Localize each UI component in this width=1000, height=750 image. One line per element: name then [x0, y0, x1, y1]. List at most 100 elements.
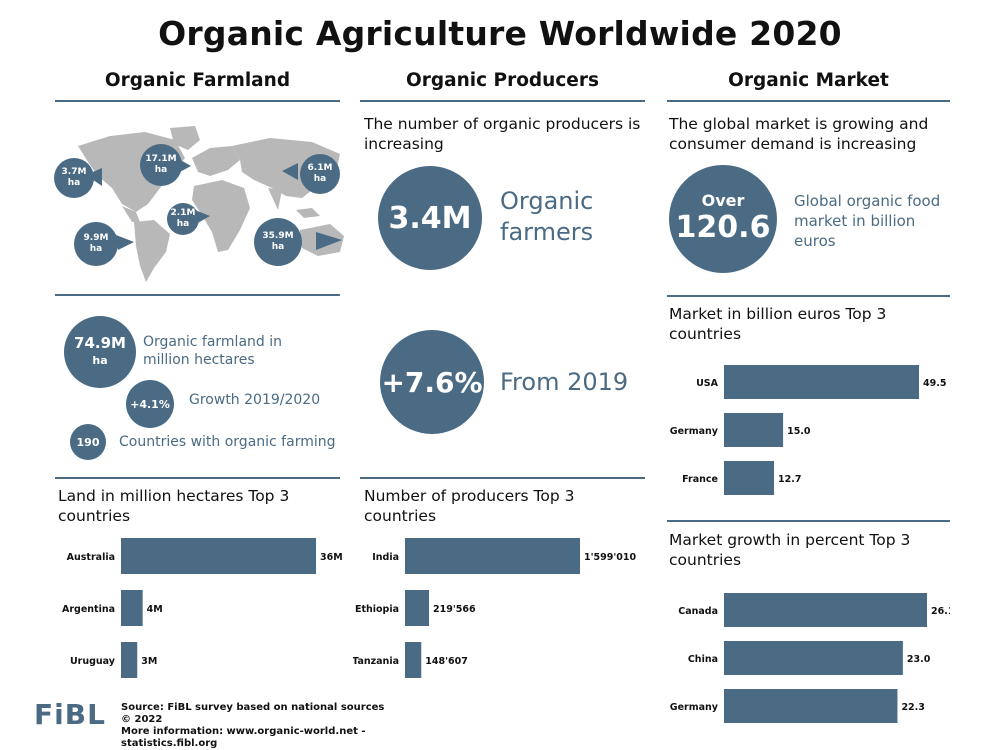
market-circle: Over 120.6 — [669, 165, 777, 273]
farmland-area-unit: ha — [92, 354, 108, 367]
bar-category-label: Ethiopia — [355, 604, 399, 615]
divider — [55, 100, 340, 102]
bar-category-label: Germany — [670, 702, 719, 713]
farmland-countries-value: 190 — [76, 435, 100, 449]
bar-value-label: 219'566 — [433, 604, 476, 615]
bar-category-label: Germany — [670, 426, 719, 437]
chart-title: Number of producers Top 3 countries — [364, 487, 575, 525]
bar-category-label: France — [682, 474, 718, 485]
bar-value-label: 23.0 — [907, 654, 931, 665]
map-label: 3.7M ha — [54, 166, 94, 190]
map-label-circle — [300, 154, 340, 194]
bar — [405, 590, 430, 626]
map-pointer — [116, 235, 134, 250]
bar-value-label: 3M — [141, 656, 157, 667]
market-heading: Organic Market — [728, 70, 889, 91]
map-label: 17.1M ha — [139, 153, 183, 177]
map-label-circle — [140, 144, 182, 186]
map-label-value: 9.9M — [83, 233, 109, 243]
bar-value-label: 26.1 — [931, 606, 950, 617]
bar — [405, 642, 422, 678]
bar — [121, 538, 316, 574]
divider — [55, 294, 340, 296]
farmland-growth-label: Growth 2019/2020 — [189, 392, 321, 408]
map-label-unit: ha — [89, 244, 103, 254]
bar-value-label: 4M — [147, 604, 163, 615]
map-label: 2.1M ha — [167, 207, 199, 231]
farmers-circle: 3.4M — [378, 166, 482, 270]
farmland-area-circle: 74.9M ha — [64, 316, 136, 388]
bar — [724, 689, 898, 723]
market-value: 120.6 — [675, 210, 771, 245]
bar-category-label: Argentina — [62, 604, 115, 615]
map-pointer — [316, 232, 342, 250]
market-bar-chart: USA 49.5 Germany 15.0 France 12.7 — [670, 365, 946, 495]
bar — [121, 590, 143, 626]
bar-value-label: 22.3 — [901, 702, 924, 713]
producers-growth-circle: +7.6% — [380, 330, 484, 434]
bar-value-label: 36M — [320, 552, 343, 563]
map-label-unit: ha — [271, 242, 285, 252]
chart-title: Market growth in percent Top 3 countries — [669, 531, 911, 569]
bar-value-label: 148'607 — [425, 656, 468, 667]
chart-title: Market in billion euros Top 3 countries — [669, 305, 887, 343]
footer-copyright: © 2022 — [121, 714, 163, 725]
chart-title: Land in million hectares Top 3 countries — [58, 487, 290, 525]
world-map-land — [78, 126, 344, 282]
farmland-area-label: Organic farmland in million hectares — [143, 334, 283, 368]
producers-heading: Organic Producers — [406, 70, 599, 91]
farmers-label: Organic farmers — [500, 187, 594, 246]
footer-text: Source: FiBL survey based on national so… — [121, 702, 461, 750]
map-label-value: 2.1M — [170, 208, 196, 218]
bar-category-label: Australia — [67, 552, 115, 563]
market-growth-bar-chart: Canada 26.1 China 23.0 Germany 22.3 — [670, 593, 950, 723]
footer-more-info: More information: www.organic-world.net … — [121, 726, 366, 749]
land-bar-chart: Australia 36M Argentina 4M Uruguay 3M — [62, 538, 343, 678]
market-over-label: Over — [701, 191, 745, 210]
farmland-heading: Organic Farmland — [104, 70, 291, 91]
bar-value-label: 1'599'010 — [584, 552, 636, 563]
bar — [121, 642, 138, 678]
map-pointer — [86, 168, 102, 186]
bar-category-label: Uruguay — [70, 656, 116, 667]
market-label: Global organic food market in billion eu… — [794, 192, 941, 250]
map-label: 6.1M ha — [300, 162, 340, 186]
bar-category-label: Canada — [678, 606, 718, 617]
bar-category-label: Tanzania — [353, 656, 399, 667]
map-label-unit: ha — [176, 219, 190, 229]
producers-growth-label: From 2019 — [500, 368, 629, 396]
map-label-value: 6.1M — [307, 163, 333, 173]
map-label: 35.9M ha — [254, 230, 302, 254]
bar-category-label: India — [372, 552, 399, 563]
farmland-growth-circle: +4.1% — [126, 380, 174, 428]
bar-value-label: 12.7 — [778, 474, 801, 485]
divider — [667, 520, 950, 522]
divider — [55, 477, 340, 479]
market-intro: The global market is growing and consume… — [669, 115, 929, 153]
map-label-value: 3.7M — [61, 167, 87, 177]
map-label-value: 17.1M — [145, 154, 177, 164]
map-label-unit: ha — [313, 174, 327, 184]
bar — [724, 641, 903, 675]
fibl-logo: FiBL — [34, 698, 106, 731]
farmers-value: 3.4M — [388, 200, 472, 236]
bar — [724, 461, 775, 495]
map-label-circle — [167, 203, 199, 235]
map-label-unit: ha — [67, 178, 81, 188]
farmland-countries-circle: 190 — [70, 424, 106, 460]
map-label-unit: ha — [154, 165, 168, 175]
map-label: 9.9M ha — [74, 232, 118, 256]
divider — [667, 295, 950, 297]
bar-value-label: 49.5 — [923, 378, 946, 389]
map-pointer — [282, 163, 298, 180]
map-label-circle — [74, 222, 118, 266]
divider — [360, 100, 645, 102]
farmland-growth-value: +4.1% — [130, 397, 170, 411]
bar — [405, 538, 580, 574]
map-label-circle — [254, 218, 302, 266]
bar-category-label: USA — [696, 378, 719, 389]
map-label-circle — [54, 158, 94, 198]
bar-value-label: 15.0 — [787, 426, 811, 437]
page-title: Organic Agriculture Worldwide 2020 — [158, 14, 842, 53]
footer-source: Source: FiBL survey based on national so… — [121, 702, 385, 713]
